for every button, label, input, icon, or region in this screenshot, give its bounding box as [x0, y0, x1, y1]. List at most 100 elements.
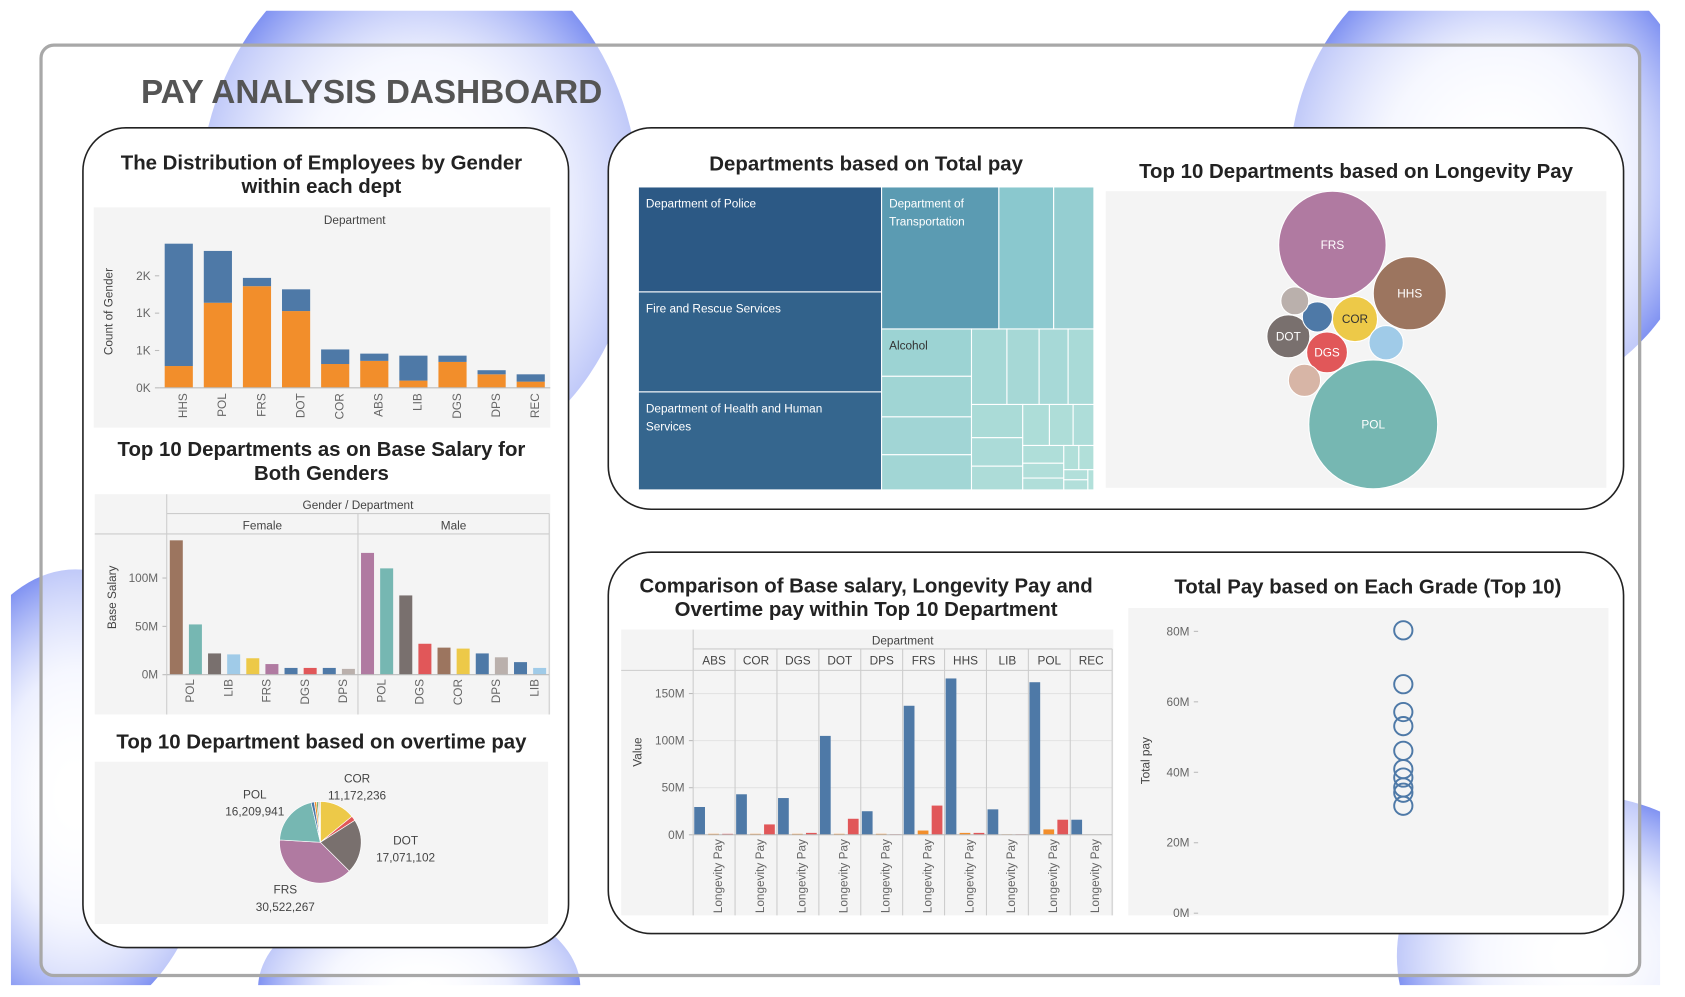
text-line: Top 10 Departments as on Base Salary for [117, 439, 525, 461]
point [1393, 782, 1414, 803]
x-tick-label: Longevity Pay [878, 839, 892, 913]
text-line: The Distribution of Employees by Gender [121, 152, 522, 174]
x-tick-label: LIB [221, 679, 235, 697]
text-line: Department of Health and Human [646, 401, 822, 415]
bubble [1280, 286, 1310, 316]
facet-name: DOT [827, 654, 852, 668]
chart-background [94, 494, 551, 715]
chart-title: The Distribution of Employees by Gender w… [121, 152, 522, 198]
point [1393, 795, 1414, 816]
y-tick-label: 50M [662, 781, 685, 795]
bar [533, 667, 547, 675]
text-line: Department of Police [646, 196, 757, 210]
treemap-cell [970, 403, 1024, 439]
bubble [1306, 331, 1348, 374]
treemap-label: Department of Police [646, 196, 757, 210]
bar [399, 595, 413, 675]
treemap-cell [1053, 186, 1095, 330]
treemap-cell [970, 328, 1008, 406]
bar [819, 735, 831, 835]
point [1393, 767, 1414, 788]
point [1393, 701, 1414, 723]
x-tick-label: ABS [372, 393, 386, 417]
x-tick-label: POL [215, 393, 229, 417]
bar-segment [242, 286, 272, 388]
y-tick-label: 60M [1167, 695, 1190, 709]
y-axis-title: Total pay [1138, 737, 1152, 784]
treemap-cell [1022, 403, 1050, 447]
treemap-cell [1067, 328, 1095, 406]
bar [169, 540, 183, 675]
pie-value: 30,522,267 [256, 900, 315, 914]
x-axis-title: Department [872, 633, 934, 647]
bar-segment [438, 361, 467, 388]
bubble [1301, 301, 1333, 333]
bar [456, 648, 470, 675]
treemap-label: Alcohol [889, 338, 928, 352]
bubble-label: DOT [1276, 329, 1301, 343]
bar-segment [164, 243, 193, 367]
point [1393, 716, 1414, 737]
bubble-label: HHS [1397, 286, 1422, 300]
chart-background [93, 207, 551, 428]
text-line: Both Genders [254, 463, 389, 485]
treemap-cell [1087, 469, 1095, 491]
text-line: Departments based on Total pay [709, 153, 1023, 175]
bar-segment [438, 355, 467, 362]
treemap-cell [1063, 469, 1089, 481]
x-tick-label: DGS [298, 679, 312, 705]
chart-title: Departments based on Total pay [709, 153, 1023, 175]
x-tick-label: Longevity Pay [1088, 839, 1102, 913]
x-tick-label: DGS [413, 679, 427, 705]
bar [861, 811, 873, 835]
bubble [1372, 256, 1447, 331]
bar [987, 809, 999, 835]
treemap-cell [1022, 477, 1065, 491]
y-tick-label: 100M [655, 734, 685, 748]
facet-name: HHS [953, 654, 978, 668]
bar [903, 705, 915, 835]
x-tick-label: DPS [489, 679, 503, 703]
bar-segment [516, 374, 545, 382]
y-tick-label: 80M [1167, 624, 1190, 638]
bar [380, 568, 394, 675]
treemap-cell [881, 454, 973, 491]
bar [917, 830, 929, 835]
text-line: Transportation [889, 215, 965, 229]
treemap-cell [1063, 479, 1089, 491]
bar [847, 818, 859, 835]
y-tick-label: 100M [129, 571, 159, 585]
y-tick-label: 0K [136, 381, 151, 395]
bar-segment [399, 380, 428, 388]
bar [931, 805, 943, 835]
treemap-cell [1022, 462, 1065, 479]
bar [764, 824, 775, 835]
facet-name: Male [441, 518, 467, 532]
y-tick-label: 40M [1167, 765, 1190, 779]
text-line: Comparison of Base salary, Longevity Pay… [640, 576, 1093, 598]
bubble [1287, 363, 1322, 397]
point [1393, 620, 1414, 641]
treemap-cell [637, 291, 883, 393]
y-axis-title: Value [630, 737, 644, 767]
bar-segment [282, 289, 311, 312]
point [1393, 674, 1414, 695]
facet-name: FRS [912, 654, 936, 668]
bar-segment [203, 250, 232, 303]
treemap-cell [1038, 328, 1069, 406]
bar [736, 794, 747, 835]
bubble-label: DGS [1314, 345, 1340, 359]
x-tick-label: Longevity Pay [1046, 839, 1060, 913]
bar-segment [203, 302, 232, 388]
bubble-label: COR [1342, 312, 1368, 326]
treemap-cell [970, 465, 1024, 491]
bar [973, 832, 985, 835]
treemap-cell [1063, 444, 1080, 471]
x-tick-label: Longevity Pay [837, 839, 851, 913]
bar [494, 657, 508, 675]
text-line: Top 10 Department based on overtime pay [116, 731, 527, 753]
bar-segment [164, 366, 193, 388]
facet-name: Female [243, 518, 283, 532]
